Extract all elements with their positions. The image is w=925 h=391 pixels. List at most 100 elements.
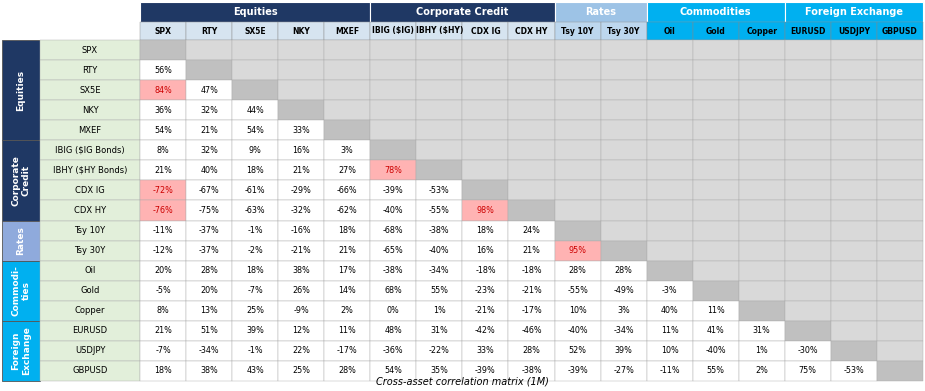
Bar: [186, 120, 232, 140]
Text: CDX IG: CDX IG: [75, 186, 105, 195]
Bar: [647, 281, 693, 301]
Bar: [232, 80, 278, 100]
Bar: [186, 321, 232, 341]
Text: 54%: 54%: [385, 366, 402, 375]
Text: -66%: -66%: [337, 186, 358, 195]
Text: NKY: NKY: [292, 27, 310, 36]
Text: Corporate
Credit: Corporate Credit: [11, 155, 31, 206]
Text: 31%: 31%: [430, 326, 449, 335]
Bar: [278, 120, 325, 140]
Text: 11%: 11%: [339, 326, 356, 335]
Bar: [600, 361, 647, 381]
Bar: [647, 321, 693, 341]
Bar: [278, 160, 325, 180]
Bar: [370, 140, 416, 160]
Bar: [278, 341, 325, 361]
Bar: [462, 80, 509, 100]
Bar: [40, 240, 140, 261]
Bar: [877, 160, 923, 180]
Bar: [325, 60, 370, 80]
Text: 11%: 11%: [660, 326, 679, 335]
Bar: [554, 301, 600, 321]
Text: -21%: -21%: [290, 246, 312, 255]
Text: 0%: 0%: [387, 306, 400, 315]
Bar: [739, 321, 784, 341]
Bar: [140, 2, 370, 22]
Text: -5%: -5%: [155, 286, 171, 295]
Bar: [370, 361, 416, 381]
Bar: [462, 240, 509, 261]
Bar: [325, 80, 370, 100]
Text: 39%: 39%: [615, 346, 633, 355]
Bar: [416, 22, 462, 40]
Bar: [877, 361, 923, 381]
Bar: [370, 160, 416, 180]
Bar: [40, 80, 140, 100]
Bar: [232, 22, 278, 40]
Text: 54%: 54%: [154, 126, 172, 135]
Bar: [693, 22, 739, 40]
Text: 16%: 16%: [292, 146, 310, 155]
Bar: [554, 160, 600, 180]
Bar: [784, 281, 831, 301]
Bar: [739, 361, 784, 381]
Bar: [831, 261, 877, 281]
Text: Foreign
Exchange: Foreign Exchange: [11, 326, 31, 375]
Bar: [693, 261, 739, 281]
Bar: [140, 22, 186, 40]
Text: Tsy 10Y: Tsy 10Y: [561, 27, 594, 36]
Bar: [416, 361, 462, 381]
Text: 32%: 32%: [200, 106, 218, 115]
Bar: [40, 261, 140, 281]
Text: 18%: 18%: [246, 166, 264, 175]
Bar: [40, 120, 140, 140]
Bar: [647, 100, 693, 120]
Bar: [554, 341, 600, 361]
Bar: [416, 180, 462, 201]
Text: NKY: NKY: [81, 106, 98, 115]
Bar: [40, 281, 140, 301]
Bar: [140, 261, 186, 281]
Bar: [647, 60, 693, 80]
Bar: [186, 240, 232, 261]
Bar: [877, 140, 923, 160]
Bar: [2, 261, 40, 321]
Bar: [278, 321, 325, 341]
Text: 54%: 54%: [246, 126, 264, 135]
Bar: [370, 240, 416, 261]
Bar: [140, 140, 186, 160]
Bar: [600, 301, 647, 321]
Bar: [462, 60, 509, 80]
Bar: [693, 160, 739, 180]
Bar: [739, 100, 784, 120]
Text: 32%: 32%: [200, 146, 218, 155]
Text: Commodi-
ties: Commodi- ties: [11, 265, 31, 316]
Bar: [693, 40, 739, 60]
Bar: [40, 301, 140, 321]
Text: 18%: 18%: [339, 226, 356, 235]
Bar: [325, 22, 370, 40]
Bar: [831, 140, 877, 160]
Bar: [325, 281, 370, 301]
Bar: [325, 201, 370, 221]
Bar: [739, 261, 784, 281]
Text: EURUSD: EURUSD: [72, 326, 107, 335]
Text: 44%: 44%: [246, 106, 264, 115]
Bar: [554, 2, 647, 22]
Bar: [739, 281, 784, 301]
Bar: [554, 40, 600, 60]
Text: 2%: 2%: [756, 366, 769, 375]
Text: 25%: 25%: [292, 366, 310, 375]
Text: -9%: -9%: [293, 306, 309, 315]
Text: CDX IG: CDX IG: [471, 27, 500, 36]
Bar: [416, 201, 462, 221]
Bar: [416, 60, 462, 80]
Bar: [877, 120, 923, 140]
Text: -32%: -32%: [290, 206, 312, 215]
Text: -72%: -72%: [153, 186, 174, 195]
Bar: [739, 22, 784, 40]
Text: Tsy 30Y: Tsy 30Y: [74, 246, 105, 255]
Text: 21%: 21%: [292, 166, 310, 175]
Bar: [370, 2, 554, 22]
Bar: [232, 100, 278, 120]
